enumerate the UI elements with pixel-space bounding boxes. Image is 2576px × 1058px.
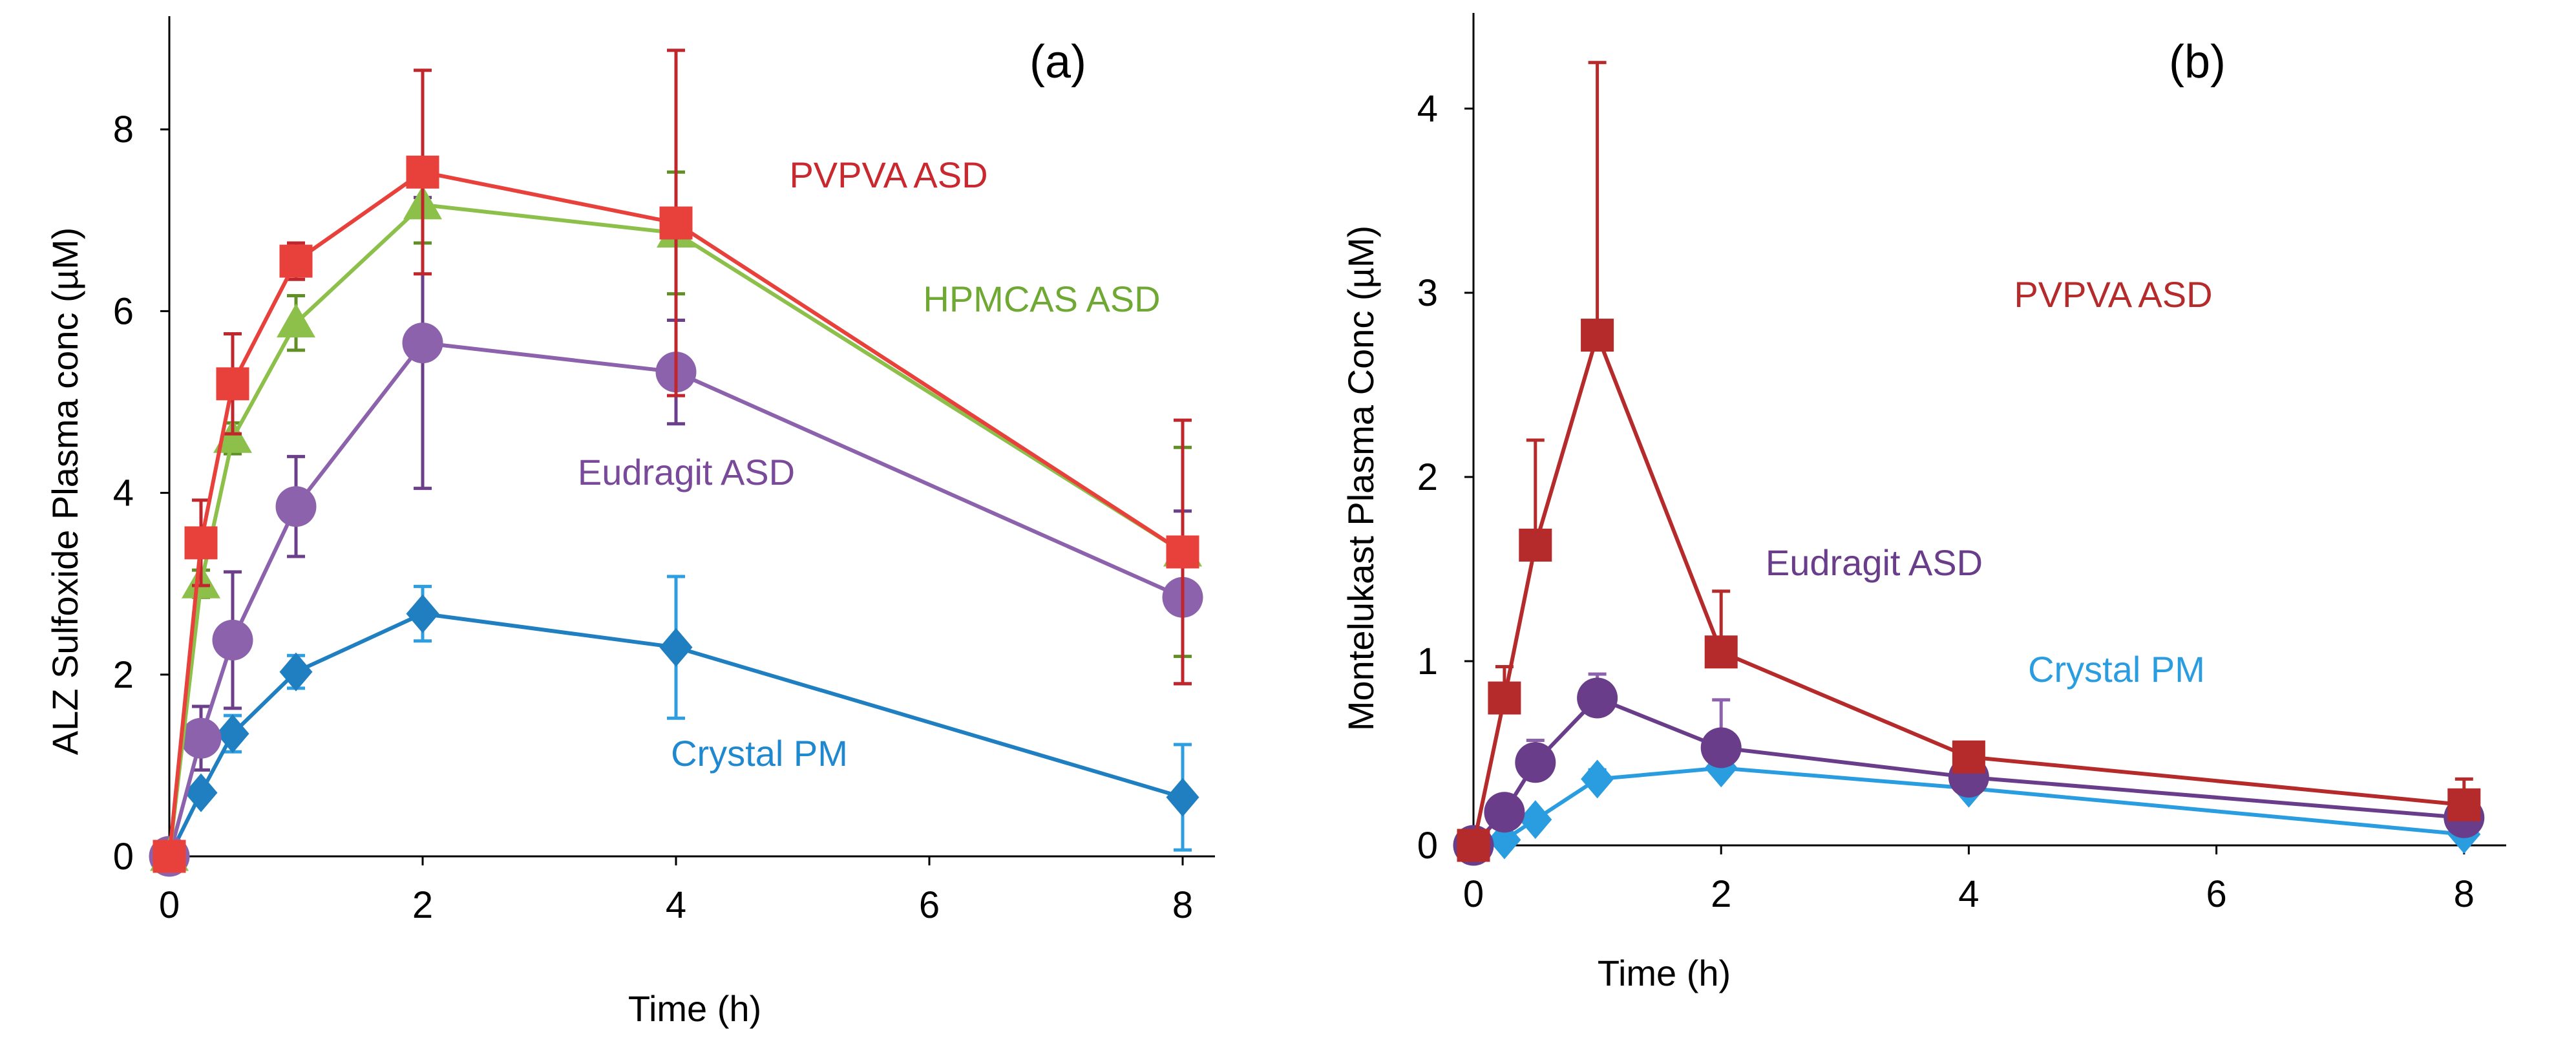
y-tick-label: 4	[113, 472, 134, 514]
x-tick-label: 8	[2454, 873, 2475, 915]
y-tick-label: 0	[1417, 825, 1438, 867]
panel-b: (b) Time (h) Montelukast Plasma Conc (µM…	[1340, 13, 2506, 993]
data-point	[180, 717, 222, 759]
data-point	[1519, 528, 1552, 562]
x-tick-label: 0	[1463, 873, 1484, 915]
x-tick-label: 4	[666, 884, 686, 926]
data-point	[184, 773, 218, 812]
x-tick-label: 8	[1172, 884, 1193, 926]
data-point	[216, 714, 249, 754]
data-point	[402, 323, 443, 364]
data-point	[216, 367, 249, 401]
series-pvpva-asd	[153, 48, 1199, 873]
data-point	[1581, 319, 1614, 352]
data-point	[1519, 800, 1552, 840]
panel-label: (a)	[1029, 36, 1086, 88]
data-point	[1166, 535, 1199, 569]
y-tick-label: 8	[113, 109, 134, 151]
data-point	[1700, 727, 1742, 768]
data-point	[1577, 677, 1618, 719]
series-label-pvpva: PVPVA ASD	[789, 154, 987, 195]
data-point	[212, 619, 253, 661]
x-tick-label: 2	[1711, 873, 1731, 915]
panel-a: (a) Time (h) ALZ Sulfoxide Plasma conc (…	[45, 16, 1215, 1029]
data-point	[1166, 778, 1199, 817]
data-point	[1457, 829, 1490, 862]
series-label-crystal: Crystal PM	[2028, 649, 2205, 690]
series-pvpva-asd	[1457, 61, 2481, 862]
x-tick-label: 6	[919, 884, 940, 926]
x-tick-label: 4	[1958, 873, 1979, 915]
y-tick-label: 2	[113, 654, 134, 696]
y-tick-label: 2	[1417, 456, 1438, 498]
data-point	[659, 206, 693, 240]
data-point	[2447, 788, 2481, 821]
data-point	[153, 840, 186, 873]
x-axis-label: Time (h)	[1598, 953, 1731, 993]
series-label-hpmcas: HPMCAS ASD	[923, 279, 1160, 319]
y-tick-label: 6	[113, 290, 134, 332]
x-tick-label: 6	[2206, 873, 2226, 915]
series-label-eudragit: Eudragit ASD	[1766, 542, 1983, 583]
x-tick-label: 2	[412, 884, 433, 926]
y-tick-label: 3	[1417, 272, 1438, 314]
series-label-pvpva: PVPVA ASD	[2014, 274, 2212, 315]
data-point	[1484, 792, 1525, 833]
data-point	[184, 526, 218, 560]
y-tick-label: 0	[113, 836, 134, 878]
data-point	[1952, 740, 1985, 774]
data-point	[279, 244, 313, 278]
y-axis-label: ALZ Sulfoxide Plasma conc (µM)	[45, 227, 85, 756]
data-point	[275, 486, 317, 527]
axes: 0 2 4 6 8 0 1 2 3 4	[1417, 13, 2506, 915]
series-label-eudragit: Eudragit ASD	[578, 452, 795, 492]
y-axis-label: Montelukast Plasma Conc (µM)	[1340, 226, 1381, 731]
data-point	[279, 652, 313, 692]
data-point	[1581, 759, 1614, 799]
series-crystal-pm	[153, 575, 1199, 876]
y-tick-label: 1	[1417, 640, 1438, 682]
data-point	[213, 419, 252, 453]
series-label-crystal: Crystal PM	[671, 733, 848, 774]
data-point	[1704, 635, 1738, 669]
data-point	[1515, 742, 1556, 783]
x-axis-label: Time (h)	[628, 988, 761, 1029]
x-tick-label: 0	[159, 884, 180, 926]
data-point	[277, 303, 315, 338]
data-point	[659, 628, 693, 667]
panel-label: (b)	[2169, 36, 2226, 88]
data-point	[406, 594, 439, 633]
data-point	[406, 155, 439, 189]
y-tick-label: 4	[1417, 88, 1438, 130]
data-point	[1488, 681, 1521, 715]
